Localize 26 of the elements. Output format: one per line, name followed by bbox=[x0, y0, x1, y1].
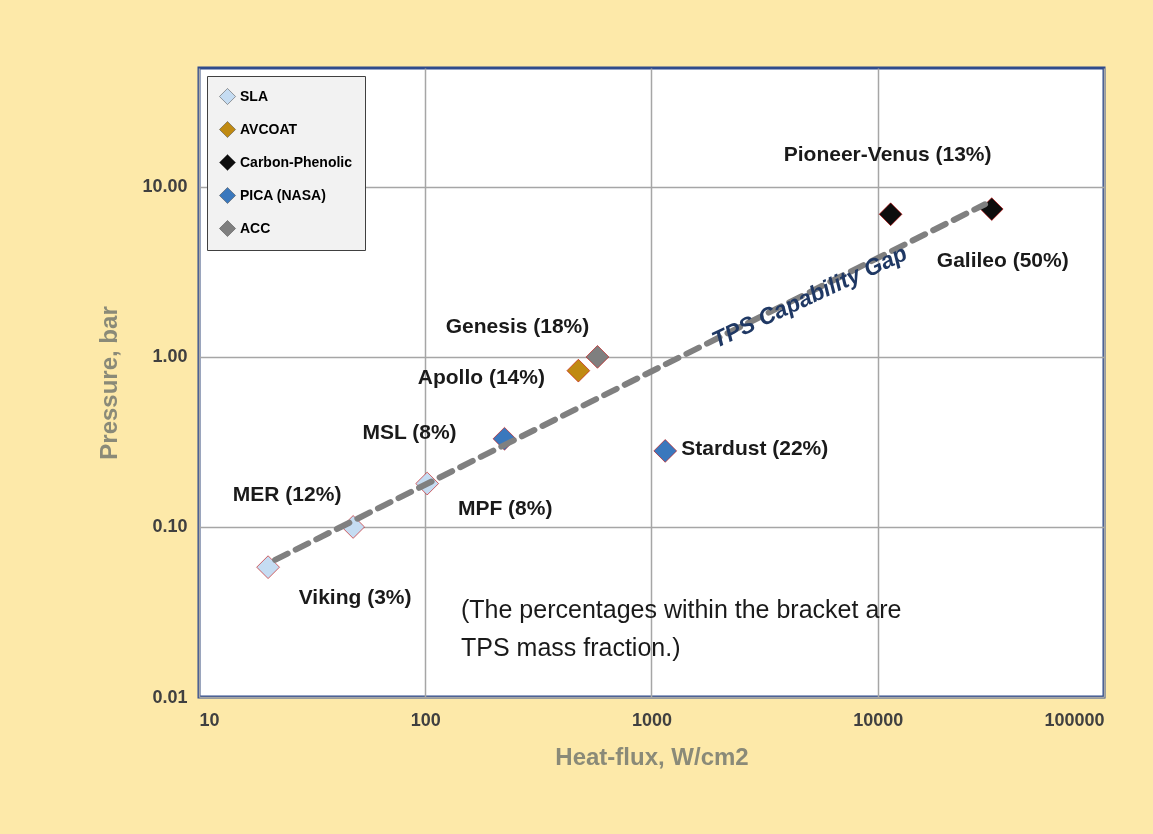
annotation: Apollo (14%) bbox=[417, 364, 545, 388]
annotation: MPF (8%) bbox=[457, 495, 553, 519]
x-tick-label: 10 bbox=[199, 709, 220, 730]
x-tick-label: 1000 bbox=[631, 709, 673, 730]
legend-label: PICA (NASA) bbox=[240, 186, 326, 203]
annotation: Galileo (50%) bbox=[936, 248, 1069, 272]
legend-label: AVCOAT bbox=[240, 120, 298, 137]
y-tick-label: 1.00 bbox=[152, 346, 188, 367]
x-tick-label: 10000 bbox=[853, 709, 904, 730]
y-axis-title: Pressure, bar bbox=[95, 306, 123, 460]
legend-label: Carbon-Phenolic bbox=[240, 153, 353, 170]
annotation: (The percentages within the bracket are TPS mass fraction.) bbox=[461, 595, 902, 661]
x-tick-label: 100000 bbox=[1044, 709, 1105, 730]
annotation: MER (12%) bbox=[232, 481, 342, 505]
legend-label: ACC bbox=[240, 219, 271, 236]
y-tick-label: 10.00 bbox=[142, 176, 188, 197]
y-tick-label: 0.01 bbox=[152, 686, 188, 707]
annotation: Pioneer-Venus (13%) bbox=[783, 142, 992, 166]
annotation: MSL (8%) bbox=[362, 419, 457, 443]
annotation: Viking (3%) bbox=[298, 585, 412, 609]
x-axis-title: Heat-flux, W/cm2 bbox=[555, 742, 749, 770]
annotation: Stardust (22%) bbox=[681, 435, 829, 459]
y-tick-label: 0.10 bbox=[152, 516, 188, 537]
annotation: Genesis (18%) bbox=[445, 313, 590, 337]
x-tick-label: 100 bbox=[410, 709, 441, 730]
legend-label: SLA bbox=[240, 87, 268, 104]
